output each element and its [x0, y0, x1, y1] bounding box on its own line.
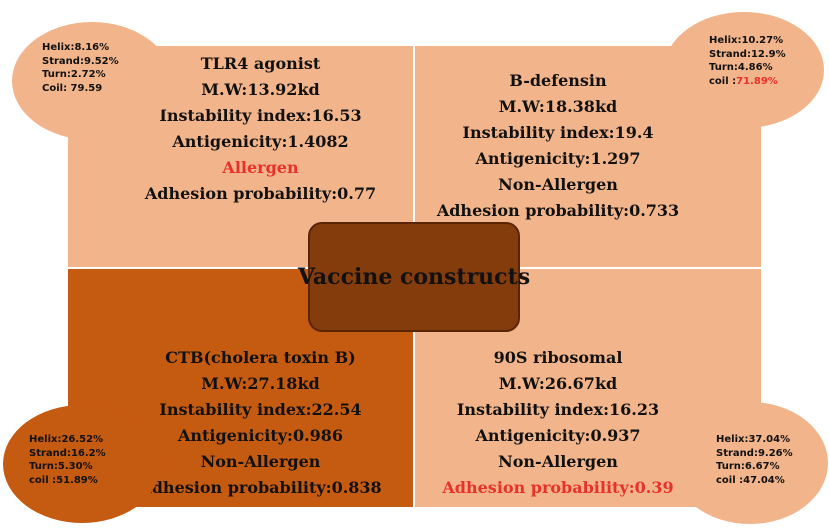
coil-label: coil : [709, 75, 737, 87]
instability-index: Instability index:16.53 [159, 106, 362, 125]
instability-index: Instability index:19.4 [462, 123, 654, 142]
adhesion-probability: Adhesion probability:0.39 [442, 478, 674, 497]
center-label: Vaccine constructs [297, 264, 531, 290]
instability-index: Instability index:16.23 [456, 400, 660, 419]
ctb-secondary-structure-bubble: Helix:26.52% Strand:16.2% Turn:5.30% coi… [3, 405, 161, 523]
strand-stat: Strand:9.26% [716, 447, 793, 459]
90s-secondary-structure-bubble: Helix:37.04% Strand:9.26% Turn:6.67% coi… [672, 402, 828, 524]
turn-stat: Turn:5.30% [29, 461, 93, 472]
coil-stat: coil :51.89% [29, 474, 98, 486]
adhesion-probability: Adhesion probability:0.733 [436, 201, 680, 220]
molecular-weight: M.W:26.67kd [498, 374, 618, 393]
construct-name: TLR4 agonist [200, 54, 321, 73]
tlr4-agonist-panel: TLR4 agonist M.W:13.92kd Instability ind… [67, 45, 414, 268]
antigenicity: Antigenicity:0.937 [475, 426, 641, 445]
coil-stat: coil :47.04% [716, 474, 785, 486]
strand-stat: Strand:9.52% [42, 55, 119, 67]
tlr4-secondary-structure-bubble: Helix:8.16% Strand:9.52% Turn:2.72% Coil… [12, 22, 172, 140]
helix-stat: Helix:37.04% [716, 434, 791, 445]
construct-name: CTB(cholera toxin B) [165, 348, 356, 367]
adhesion-probability: Adhesion probability:0.77 [144, 184, 377, 203]
antigenicity: Antigenicity:1.4082 [172, 132, 349, 151]
molecular-weight: M.W:27.18kd [201, 374, 320, 393]
antigenicity: Antigenicity:0.986 [177, 426, 344, 445]
helix-stat: Helix:8.16% [42, 42, 110, 53]
turn-stat: Turn:2.72% [42, 69, 106, 80]
molecular-weight: M.W:18.38kd [498, 97, 618, 116]
allergenicity: Non-Allergen [498, 452, 618, 471]
instability-index: Instability index:22.54 [159, 400, 362, 419]
helix-stat: Helix:10.27% [709, 35, 784, 46]
allergenicity: Allergen [222, 158, 299, 177]
allergenicity: Non-Allergen [200, 452, 321, 471]
turn-stat: Turn:4.86% [709, 62, 773, 73]
antigenicity: Antigenicity:1.297 [475, 149, 641, 168]
turn-stat: Turn:6.67% [716, 461, 780, 472]
molecular-weight: M.W:13.92kd [201, 80, 320, 99]
strand-stat: Strand:16.2% [29, 447, 106, 459]
construct-name: 90S ribosomal [493, 348, 623, 367]
strand-stat: Strand:12.9% [709, 48, 786, 60]
vaccine-constructs-center-box: Vaccine constructs [298, 222, 530, 332]
coil-value: 71.89% [736, 75, 778, 87]
b-defensin-secondary-structure-bubble: Helix:10.27% Strand:12.9% Turn:4.86% coi… [664, 12, 824, 128]
coil-stat: coil :71.89% [709, 75, 786, 89]
coil-stat: Coil: 79.59 [42, 82, 103, 94]
adhesion-probability: Adhesion probability:0.838 [139, 478, 382, 497]
helix-stat: Helix:26.52% [29, 434, 104, 445]
construct-name: B-defensin [509, 71, 607, 90]
allergenicity: Non-Allergen [498, 175, 618, 194]
